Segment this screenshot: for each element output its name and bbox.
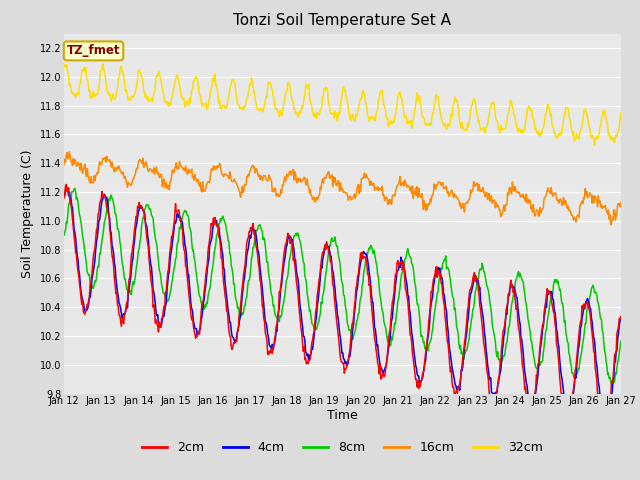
Y-axis label: Soil Temperature (C): Soil Temperature (C) [21,149,34,278]
Title: Tonzi Soil Temperature Set A: Tonzi Soil Temperature Set A [234,13,451,28]
X-axis label: Time: Time [327,409,358,422]
Legend: 2cm, 4cm, 8cm, 16cm, 32cm: 2cm, 4cm, 8cm, 16cm, 32cm [137,436,548,459]
Text: TZ_fmet: TZ_fmet [67,44,120,58]
